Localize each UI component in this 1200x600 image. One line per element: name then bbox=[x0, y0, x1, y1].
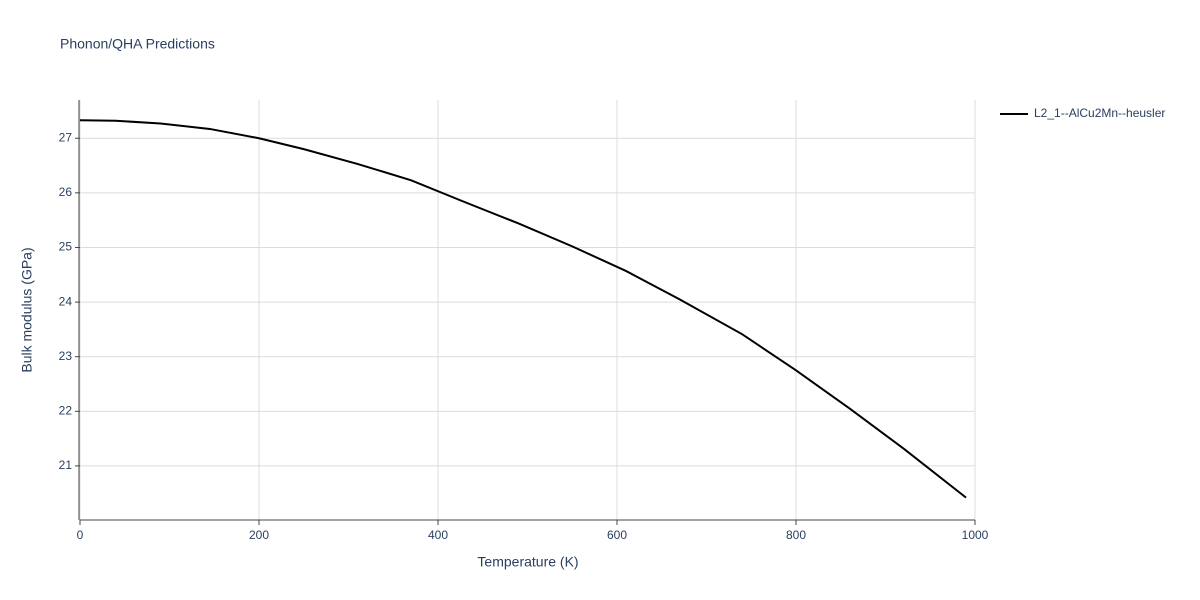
x-tick-label: 800 bbox=[786, 528, 806, 542]
legend-label: L2_1--AlCu2Mn--heusler bbox=[1034, 106, 1165, 120]
y-tick-label: 24 bbox=[59, 294, 73, 308]
x-tick-label: 0 bbox=[77, 528, 84, 542]
line-series bbox=[79, 119, 967, 499]
x-tick-label: 400 bbox=[428, 528, 448, 542]
x-axis-title: Temperature (K) bbox=[477, 554, 578, 570]
y-tick-label: 22 bbox=[59, 403, 73, 417]
x-tick-label: 600 bbox=[607, 528, 627, 542]
y-tick-label: 26 bbox=[59, 185, 73, 199]
x-tick-label: 1000 bbox=[962, 528, 989, 542]
x-tick-label: 200 bbox=[249, 528, 269, 542]
y-tick-label: 23 bbox=[59, 349, 73, 363]
y-tick-label: 27 bbox=[59, 130, 73, 144]
chart-title: Phonon/QHA Predictions bbox=[60, 36, 215, 52]
y-axis-title: Bulk modulus (GPa) bbox=[19, 247, 35, 372]
y-tick-label: 25 bbox=[59, 240, 73, 254]
y-tick-label: 21 bbox=[59, 458, 73, 472]
